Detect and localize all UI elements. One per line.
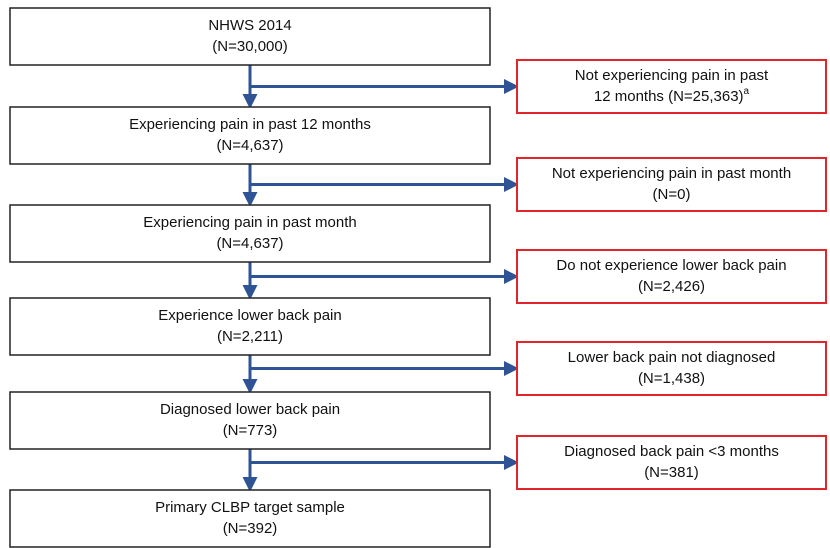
exclusion-text: Lower back pain not diagnosed: [568, 349, 776, 366]
exclusion-text: Diagnosed back pain <3 months: [564, 443, 779, 460]
step-text: (N=30,000): [212, 38, 287, 55]
exclusion-line: Do not experience lower back pain: [556, 257, 786, 274]
exclusion-box: [516, 249, 827, 304]
exclusion-line: (N=381): [644, 464, 699, 481]
exclusion-line: (N=2,426): [638, 278, 705, 295]
step-text: (N=4,637): [216, 235, 283, 252]
step-text: Experiencing pain in past month: [143, 214, 356, 231]
step-text: Experiencing pain in past 12 months: [129, 116, 371, 133]
step-text: Experience lower back pain: [158, 307, 341, 324]
step-box: [9, 7, 491, 66]
exclusion-box: [516, 59, 827, 114]
exclusion-text: (N=2,426): [638, 278, 705, 295]
step-text: (N=4,637): [216, 137, 283, 154]
exclusion-text: Do not experience lower back pain: [556, 257, 786, 274]
exclusion-text: Not experiencing pain in past month: [552, 165, 791, 182]
exclusion-line: Diagnosed back pain <3 months: [564, 443, 779, 460]
step-box: [9, 297, 491, 356]
footnote-mark: a: [744, 86, 750, 97]
step-box: [9, 489, 491, 548]
step-box: [9, 204, 491, 263]
exclusion-text: 12 months (N=25,363)a: [594, 86, 750, 105]
step-text: Primary CLBP target sample: [155, 499, 345, 516]
step-text: (N=392): [223, 520, 278, 537]
step-box: [9, 391, 491, 450]
exclusion-text: Not experiencing pain in past: [575, 67, 769, 84]
exclusion-text: (N=1,438): [638, 370, 705, 387]
exclusion-line: Not experiencing pain in past: [575, 67, 769, 84]
exclusion-box: [516, 341, 827, 396]
exclusion-text: (N=0): [653, 186, 691, 203]
exclusion-text: (N=381): [644, 464, 699, 481]
exclusion-line: Lower back pain not diagnosed: [568, 349, 776, 366]
step-box: [9, 106, 491, 165]
step-text: NHWS 2014: [208, 17, 291, 34]
exclusion-line: (N=0): [653, 186, 691, 203]
step-text: (N=2,211): [217, 328, 283, 345]
step-text: (N=773): [223, 422, 278, 439]
exclusion-line: 12 months (N=25,363): [594, 88, 744, 105]
exclusion-line: Not experiencing pain in past month: [552, 165, 791, 182]
exclusion-box: [516, 435, 827, 490]
exclusion-box: [516, 157, 827, 212]
step-text: Diagnosed lower back pain: [160, 401, 340, 418]
exclusion-line: (N=1,438): [638, 370, 705, 387]
